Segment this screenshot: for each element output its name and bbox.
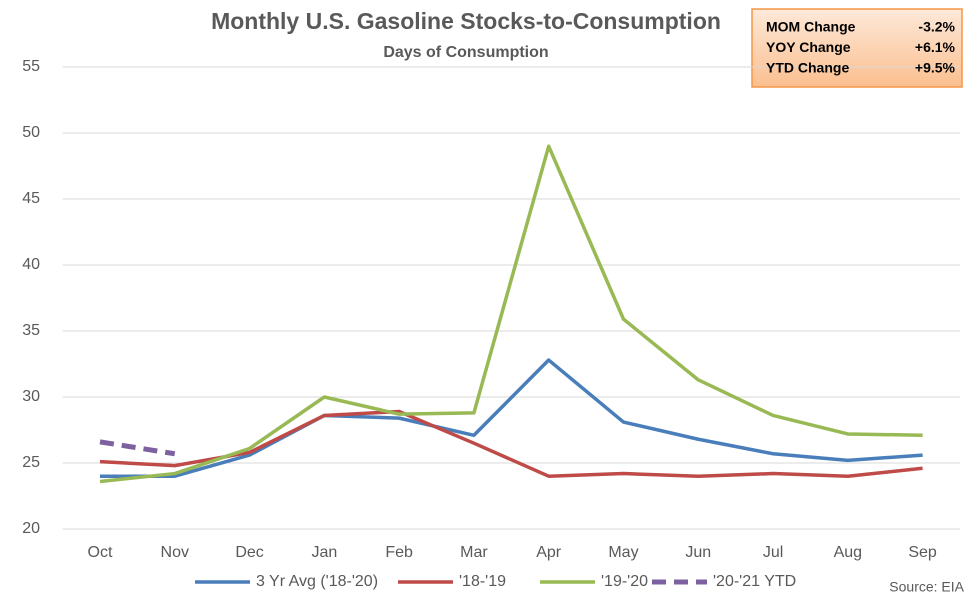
x-tick-label: Jun <box>685 544 711 561</box>
summary-box <box>751 8 963 88</box>
x-tick-label: Aug <box>834 544 862 561</box>
x-tick-label: Jan <box>311 544 337 561</box>
x-tick-label: Jul <box>763 544 783 561</box>
x-tick-label: Mar <box>460 544 488 561</box>
summary-value: -3.2% <box>918 19 955 35</box>
chart-subtitle: Days of Consumption <box>383 44 548 61</box>
summary-label: YTD Change <box>766 60 849 76</box>
y-tick-label: 30 <box>22 388 40 405</box>
legend-label: '20-'21 YTD <box>713 573 796 590</box>
legend-label: '18-'19 <box>459 573 506 590</box>
y-tick-label: 35 <box>22 322 40 339</box>
legend-label: '19-'20 <box>601 573 648 590</box>
y-tick-label: 40 <box>22 256 40 273</box>
y-tick-label: 55 <box>22 58 40 75</box>
summary-label: MOM Change <box>766 19 856 35</box>
x-tick-label: Apr <box>536 544 562 561</box>
y-tick-label: 45 <box>22 190 40 207</box>
series-line <box>99 144 923 484</box>
chart-title: Monthly U.S. Gasoline Stocks-to-Consumpt… <box>211 8 721 34</box>
y-tick-label: 25 <box>22 454 40 471</box>
x-tick-label: Sep <box>908 544 937 561</box>
summary-value: +6.1% <box>915 39 956 55</box>
summary-value: +9.5% <box>915 60 956 76</box>
source: Source: EIA <box>889 579 964 595</box>
x-tick-label: Nov <box>161 544 189 561</box>
y-tick-label: 50 <box>22 124 40 141</box>
series-line <box>99 409 923 478</box>
series-line <box>99 358 923 478</box>
summary-label: YOY Change <box>766 39 851 55</box>
x-tick-label: May <box>608 544 638 561</box>
x-tick-label: Dec <box>235 544 263 561</box>
x-tick-label: Oct <box>88 544 113 561</box>
series-line <box>99 439 176 457</box>
legend-label: 3 Yr Avg ('18-'20) <box>256 573 378 590</box>
x-tick-label: Feb <box>385 544 413 561</box>
y-tick-label: 20 <box>22 520 40 537</box>
